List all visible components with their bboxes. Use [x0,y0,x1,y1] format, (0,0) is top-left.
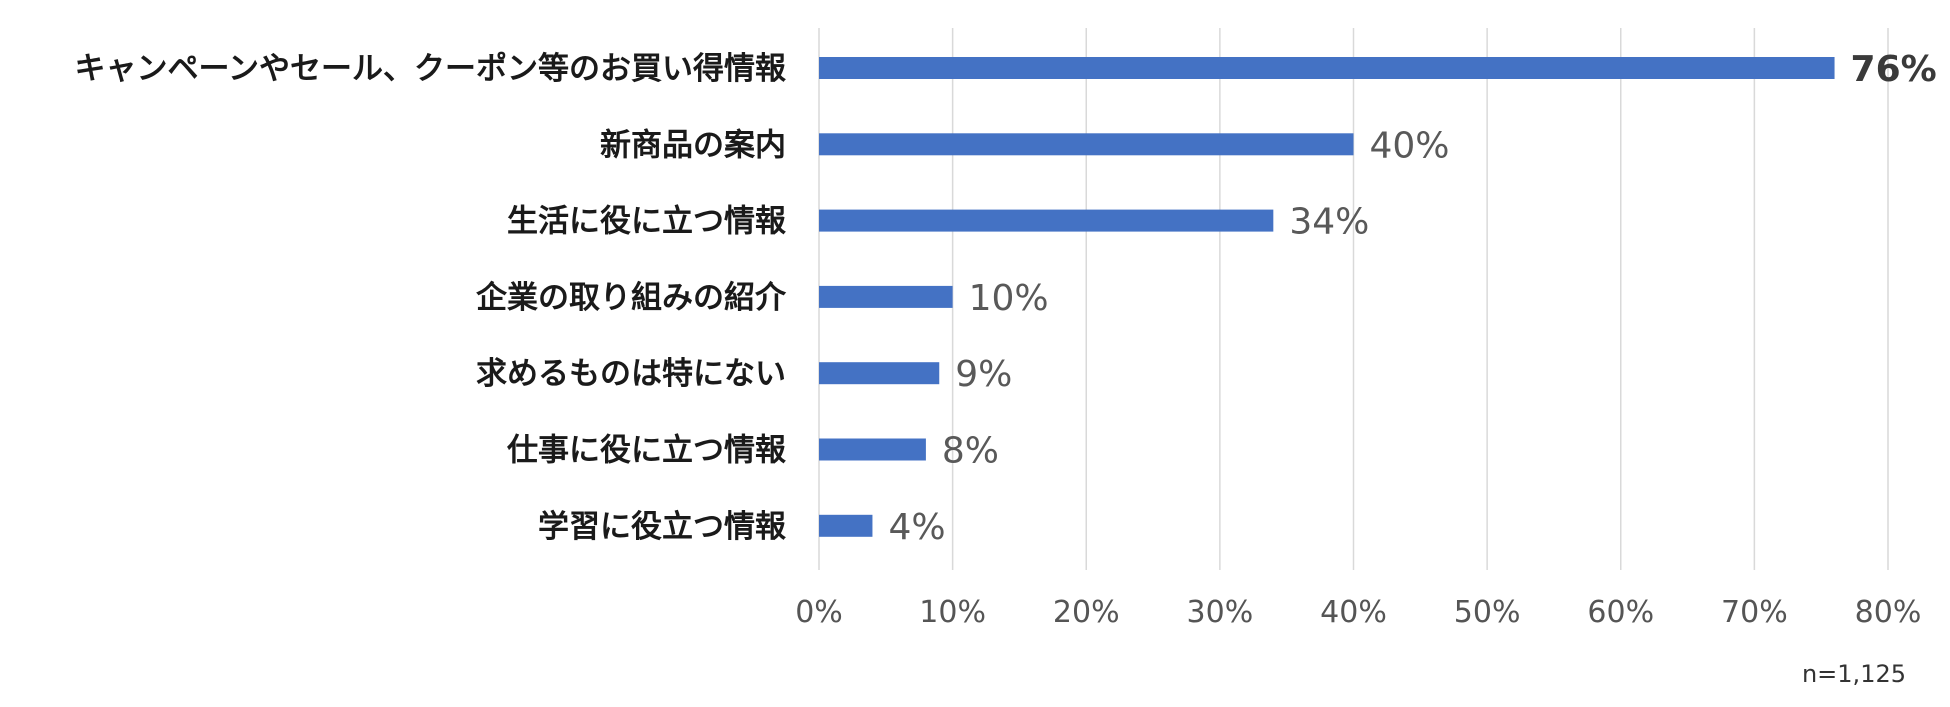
x-tick-label: 30% [1187,595,1254,630]
bar [819,438,926,461]
data-label: 10% [969,278,1049,319]
data-label: 40% [1370,125,1450,166]
data-label: 8% [942,431,999,472]
data-label: 76% [1851,49,1937,90]
data-label: 9% [955,354,1012,395]
data-labels: 76% 40%34% 10% 9% 8% 4% [888,49,1936,548]
x-tick-label: 40% [1320,595,1387,630]
x-axis-tick-labels: 0% 10% 20% 30% 40% 50% 60% 70% 80% [795,595,1921,630]
sample-size-note: n=1,125 [1802,660,1906,688]
x-tick-label: 0% [795,595,843,630]
category-labels: キャンペーンやセール、クーポン等のお買い得情報新商品の案内生活に役に立つ情報企業… [75,51,787,545]
bar [819,362,940,385]
x-tick-label: 20% [1053,595,1120,630]
category-label: 求めるものは特にない [476,356,786,392]
bar [819,209,1274,232]
x-tick-label: 10% [919,595,986,630]
x-tick-label: 70% [1721,595,1788,630]
category-label: 生活に役に立つ情報 [507,204,787,240]
data-label: 4% [888,507,945,548]
category-label: 仕事に役に立つ情報 [507,433,787,469]
x-tick-label: 50% [1454,595,1521,630]
data-label: 34% [1289,202,1369,243]
bar [819,285,953,308]
x-tick-label: 60% [1587,595,1654,630]
category-label: 企業の取り組みの紹介 [476,280,787,316]
bar [819,514,873,537]
bars [819,57,1835,537]
grid-lines [818,28,1889,570]
category-label: キャンペーンやセール、クーポン等のお買い得情報 [75,51,787,87]
category-label: 新商品の案内 [600,127,786,163]
bar [819,57,1835,79]
bar [819,133,1354,156]
x-tick-label: 80% [1855,595,1922,630]
category-label: 学習に役立つ情報 [538,509,787,545]
